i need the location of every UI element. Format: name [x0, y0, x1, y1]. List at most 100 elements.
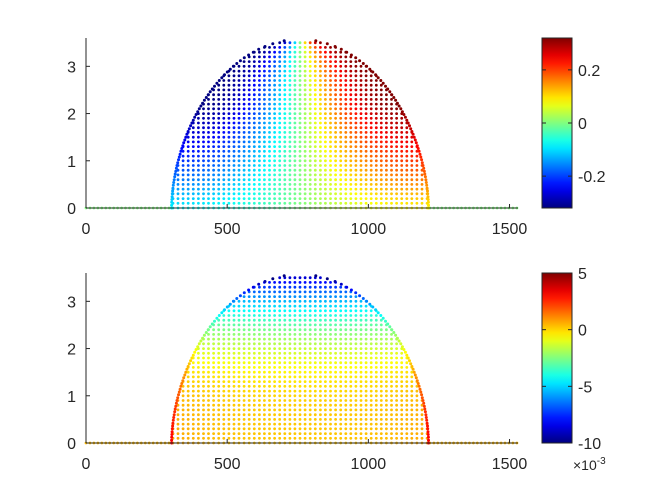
- data-point: [339, 83, 343, 87]
- data-point: [181, 149, 185, 153]
- data-point: [374, 333, 378, 336]
- data-point: [405, 366, 409, 369]
- data-point: [298, 145, 302, 149]
- data-point: [364, 131, 368, 134]
- boundary-point: [257, 47, 261, 51]
- data-point: [288, 389, 292, 393]
- data-point: [278, 159, 282, 163]
- boundary-point: [187, 362, 191, 366]
- data-point: [339, 351, 343, 355]
- data-point: [191, 361, 195, 365]
- data-point: [202, 168, 205, 172]
- boundary-point: [196, 345, 200, 349]
- data-point: [232, 183, 236, 186]
- data-point: [324, 126, 327, 130]
- data-point: [364, 436, 368, 440]
- y-tick-label: 0: [67, 436, 76, 453]
- data-point: [339, 173, 343, 177]
- data-point: [319, 178, 322, 182]
- data-point: [186, 159, 190, 163]
- boundary-point: [400, 110, 404, 114]
- data-point: [227, 79, 231, 82]
- data-point: [268, 60, 271, 63]
- data-point: [344, 102, 348, 106]
- data-point: [308, 50, 312, 54]
- data-point: [359, 351, 363, 355]
- data-point: [334, 403, 337, 407]
- data-point: [252, 366, 256, 369]
- data-point: [288, 295, 292, 298]
- data-point: [242, 427, 246, 431]
- data-point: [268, 79, 271, 82]
- data-point: [293, 318, 297, 322]
- data-point: [385, 201, 388, 205]
- data-point: [252, 187, 256, 191]
- y-tick-label: 0: [67, 201, 76, 218]
- data-point: [390, 342, 393, 346]
- data-point: [268, 178, 271, 182]
- data-point: [308, 295, 312, 298]
- data-point: [293, 102, 297, 106]
- data-point: [313, 366, 317, 369]
- data-point: [202, 418, 205, 421]
- data-point: [324, 389, 327, 393]
- data-point: [298, 164, 302, 167]
- data-point: [293, 295, 297, 298]
- data-point: [207, 102, 210, 106]
- data-point: [359, 64, 363, 68]
- data-point: [217, 384, 221, 388]
- data-point: [379, 83, 383, 87]
- data-point: [329, 164, 332, 167]
- data-point: [217, 427, 221, 431]
- data-point: [349, 149, 353, 153]
- data-point: [364, 304, 368, 308]
- data-point: [212, 98, 216, 101]
- data-point: [298, 408, 302, 412]
- data-point: [202, 347, 205, 350]
- data-point: [288, 149, 292, 153]
- data-point: [395, 418, 398, 421]
- data-point: [237, 116, 241, 120]
- data-point: [303, 116, 307, 120]
- data-point: [222, 159, 226, 163]
- boundary-point: [189, 124, 193, 128]
- data-point: [197, 201, 200, 205]
- data-point: [354, 361, 358, 365]
- data-point: [222, 342, 226, 346]
- data-point: [227, 102, 231, 106]
- data-point: [247, 427, 251, 431]
- data-point: [334, 159, 337, 163]
- boundary-point: [217, 314, 221, 317]
- data-point: [385, 333, 388, 336]
- data-point: [273, 347, 276, 350]
- data-point: [288, 351, 292, 355]
- data-point: [334, 187, 337, 191]
- data-point: [369, 370, 373, 374]
- boundary-point: [173, 410, 177, 414]
- data-point: [415, 154, 419, 158]
- data-point: [334, 131, 337, 134]
- data-point: [293, 432, 297, 435]
- data-point: [298, 159, 302, 163]
- data-point: [374, 192, 378, 196]
- data-point: [288, 41, 292, 45]
- data-point: [303, 145, 307, 149]
- data-point: [324, 323, 327, 327]
- data-point: [344, 422, 348, 426]
- data-point: [258, 304, 261, 308]
- data-point: [349, 126, 353, 130]
- data-point: [329, 333, 332, 336]
- data-point: [278, 399, 282, 402]
- boundary-point: [170, 198, 174, 201]
- boundary-point: [409, 362, 413, 366]
- data-point: [232, 408, 236, 412]
- data-point: [379, 168, 383, 172]
- data-point: [374, 342, 378, 346]
- data-point: [217, 342, 221, 346]
- boundary-point: [384, 84, 387, 88]
- data-point: [293, 351, 297, 355]
- data-point: [222, 131, 226, 134]
- data-point: [410, 413, 414, 417]
- data-point: [227, 318, 231, 322]
- data-point: [283, 173, 287, 177]
